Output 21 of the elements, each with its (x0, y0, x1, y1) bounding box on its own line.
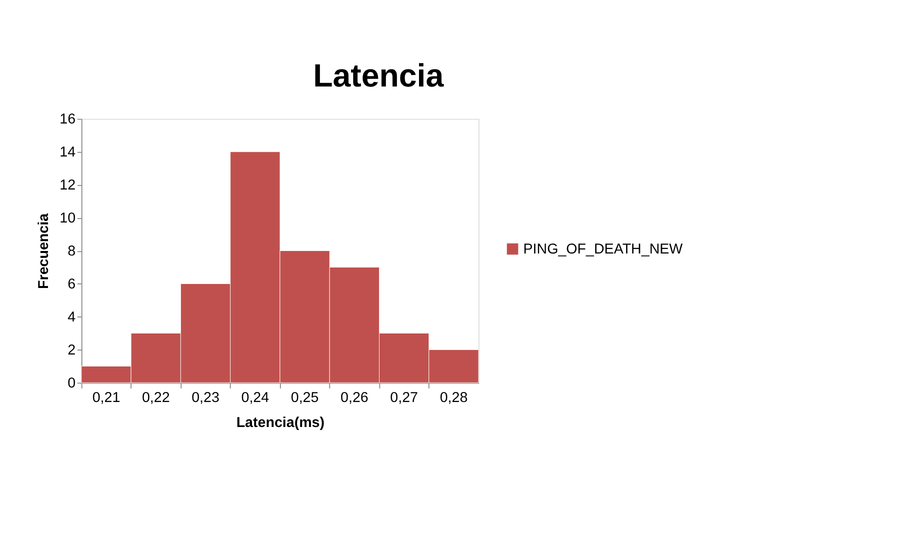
chart-title: Latencia (313, 58, 445, 94)
x-tick-label: 0,28 (440, 390, 468, 406)
x-tick-label: 0,25 (290, 390, 319, 406)
y-tick-label: 8 (68, 244, 76, 260)
x-tick-label: 0,21 (92, 390, 120, 406)
y-tick-label: 4 (68, 310, 76, 326)
y-tick-label: 14 (60, 144, 76, 161)
x-tick-label: 0,22 (142, 390, 170, 406)
x-tick-label: 0,24 (241, 390, 270, 406)
y-tick-label: 16 (60, 112, 76, 128)
y-tick-label: 2 (68, 342, 76, 359)
x-tick-label: 0,27 (390, 390, 418, 406)
y-tick-label: 0 (68, 376, 76, 392)
x-tick-label: 0,26 (340, 390, 368, 406)
y-tick-label: 12 (60, 178, 76, 194)
y-tick-label: 10 (60, 210, 76, 227)
x-tick-label: 0,23 (192, 390, 220, 406)
x-axis-title: Latencia(ms) (236, 414, 325, 431)
y-axis-title: Frecuencia (36, 212, 52, 289)
legend-label: PING_OF_DEATH_NEW (523, 241, 684, 258)
y-tick-label: 6 (68, 276, 76, 293)
